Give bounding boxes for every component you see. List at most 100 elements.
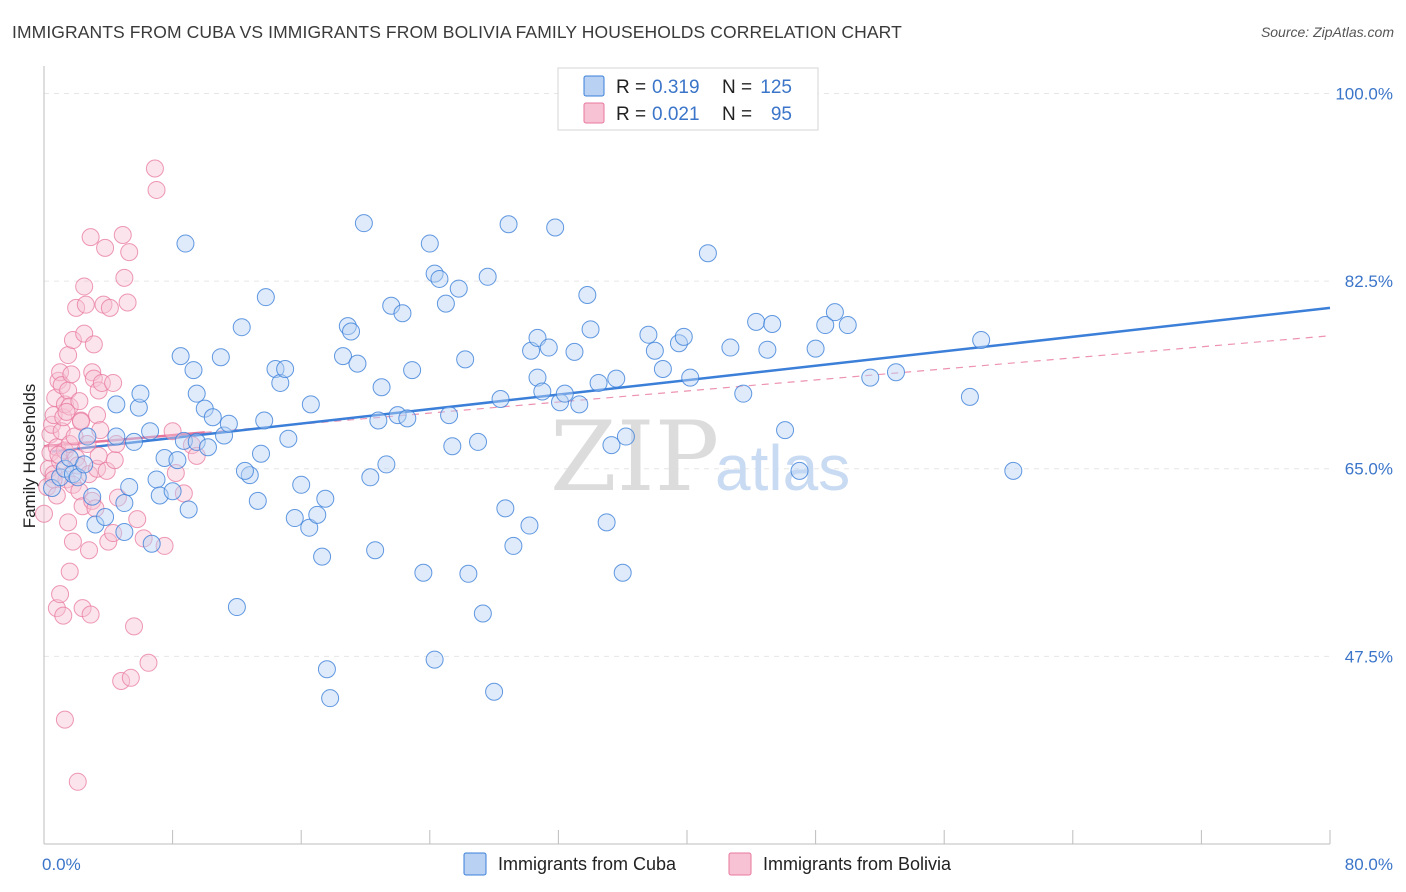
cuba-point	[436, 294, 455, 313]
bolivia-point	[55, 395, 74, 414]
bolivia-point	[67, 298, 86, 317]
bottom-legend-swatch-bolivia	[728, 852, 752, 876]
cuba-point	[184, 361, 203, 380]
cuba-point	[232, 318, 251, 337]
bolivia-point	[78, 435, 97, 454]
y-axis-label: Family Households	[20, 384, 39, 529]
cuba-point	[589, 373, 608, 392]
cuba-point	[361, 468, 380, 487]
cuba-point	[120, 477, 139, 496]
cuba-point	[215, 426, 234, 445]
cuba-point	[645, 341, 664, 360]
bolivia-point	[121, 668, 140, 687]
legend-r-value-cuba: 0.319	[652, 77, 700, 98]
bolivia-point	[55, 710, 74, 729]
cuba-point	[107, 395, 126, 414]
cuba-point	[369, 411, 388, 430]
cuba-point	[734, 384, 753, 403]
legend-n-label-bolivia: N =	[722, 104, 752, 125]
cuba-point	[187, 432, 206, 451]
cuba-point	[248, 491, 267, 510]
cuba-point	[806, 339, 825, 358]
legend-r-label-cuba: R =	[616, 77, 646, 98]
cuba-point	[398, 409, 417, 428]
cuba-point	[321, 689, 340, 708]
bolivia-point	[125, 617, 144, 636]
cuba-point	[271, 373, 290, 392]
cuba-point	[292, 475, 311, 494]
cuba-point	[107, 427, 126, 446]
cuba-point	[520, 516, 539, 535]
cuba-point	[681, 368, 700, 387]
legend-r-value-bolivia: 0.021	[652, 104, 700, 125]
cuba-point	[255, 411, 274, 430]
bolivia-point	[68, 772, 87, 791]
cuba-point	[266, 360, 285, 379]
bolivia-point	[104, 373, 123, 392]
cuba-point	[478, 267, 497, 286]
cuba-point	[440, 406, 459, 425]
cuba-point	[317, 660, 336, 679]
cuba-point	[838, 316, 857, 335]
cuba-point	[256, 288, 275, 307]
cuba-point	[473, 604, 492, 623]
bolivia-point	[81, 228, 100, 247]
cuba-point	[125, 432, 144, 451]
cuba-point	[825, 303, 844, 322]
cuba-point	[333, 347, 352, 366]
cuba-point	[674, 327, 693, 346]
cuba-point	[581, 320, 600, 339]
cuba-point	[613, 563, 632, 582]
cuba-point	[308, 505, 327, 524]
cuba-point	[354, 214, 373, 233]
cuba-point	[1004, 461, 1023, 480]
bolivia-point	[99, 532, 118, 551]
bolivia-point	[35, 504, 53, 523]
watermark-atlas: atlas	[715, 432, 850, 504]
bolivia-point	[100, 298, 119, 317]
legend-swatch-bolivia	[583, 102, 605, 124]
cuba-point	[430, 269, 449, 288]
cuba-point	[528, 368, 547, 387]
cuba-point	[147, 470, 166, 489]
legend-n-value-bolivia: 95	[771, 104, 792, 125]
bolivia-point	[59, 346, 78, 365]
y-tick-label-0: 47.5%	[1345, 647, 1393, 666]
chart-title: IMMIGRANTS FROM CUBA VS IMMIGRANTS FROM …	[12, 22, 902, 42]
bolivia-point	[59, 513, 78, 532]
cuba-point	[342, 322, 361, 341]
cuba-point	[393, 304, 412, 323]
bolivia-point	[96, 238, 115, 257]
cuba-point	[168, 451, 187, 470]
cuba-point	[115, 522, 134, 541]
cuba-point	[203, 408, 222, 427]
bolivia-point	[112, 672, 131, 691]
bolivia-point	[107, 435, 126, 454]
cuba-point	[504, 536, 523, 555]
source-label: Source: ZipAtlas.com	[1260, 24, 1394, 40]
cuba-point	[219, 414, 238, 433]
cuba-point	[301, 395, 320, 414]
y-tick-labels: 47.5% 65.0% 82.5% 100.0%	[1335, 84, 1393, 666]
cuba-point	[607, 369, 626, 388]
bolivia-point	[84, 369, 103, 388]
cuba-point	[602, 436, 621, 455]
cuba-point	[348, 354, 367, 373]
cuba-point	[861, 368, 880, 387]
cuba-point	[129, 398, 148, 417]
bolivia-point	[115, 268, 134, 287]
bolivia-point	[75, 277, 94, 296]
cuba-point	[403, 361, 422, 380]
cuba-point	[316, 489, 335, 508]
cuba-point	[555, 384, 574, 403]
bolivia-point	[113, 225, 132, 244]
bolivia-point	[63, 532, 82, 551]
cuba-trend-line	[51, 306, 1331, 453]
bolivia-point	[47, 599, 66, 618]
bolivia-point	[70, 392, 89, 411]
cuba-point	[491, 390, 510, 409]
cuba-point	[485, 682, 504, 701]
cuba-point	[414, 563, 433, 582]
bottom-legend-label-cuba: Immigrants from Cuba	[498, 854, 677, 874]
